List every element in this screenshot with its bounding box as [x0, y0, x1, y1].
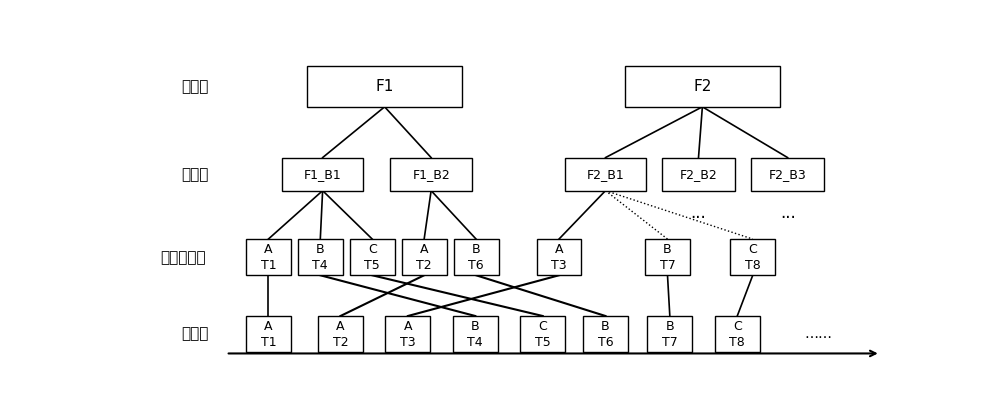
Bar	[625, 66, 780, 107]
Text: B
T7: B T7	[662, 319, 678, 348]
Bar	[751, 158, 824, 190]
Bar	[282, 158, 363, 190]
Text: F2: F2	[693, 79, 712, 94]
Bar	[645, 239, 690, 275]
Text: 行为层: 行为层	[181, 167, 208, 182]
Bar	[715, 316, 760, 352]
Text: 功能层: 功能层	[181, 79, 208, 94]
Text: B
T6: B T6	[598, 319, 613, 348]
Bar	[298, 239, 343, 275]
Bar	[246, 316, 291, 352]
Text: F2_B2: F2_B2	[680, 168, 717, 181]
Bar	[520, 316, 565, 352]
Bar	[318, 316, 363, 352]
Text: F1_B1: F1_B1	[304, 168, 342, 181]
Text: A
T1: A T1	[261, 243, 276, 272]
Text: B
T4: B T4	[467, 319, 483, 348]
Bar	[453, 316, 498, 352]
Text: 执行层: 执行层	[181, 326, 208, 341]
Bar	[402, 239, 447, 275]
Text: ···: ···	[691, 209, 706, 227]
Bar	[246, 239, 291, 275]
Bar	[647, 316, 692, 352]
Text: C
T5: C T5	[364, 243, 380, 272]
Bar	[307, 66, 462, 107]
Text: F2_B3: F2_B3	[769, 168, 806, 181]
Text: ···: ···	[780, 209, 796, 227]
Text: C
T8: C T8	[729, 319, 745, 348]
Bar	[350, 239, 395, 275]
Text: B
T7: B T7	[660, 243, 675, 272]
Bar	[537, 239, 581, 275]
Bar	[662, 158, 735, 190]
Text: C
T8: C T8	[745, 243, 761, 272]
Text: C
T5: C T5	[535, 319, 551, 348]
Text: A
T2: A T2	[416, 243, 432, 272]
Bar	[730, 239, 775, 275]
Text: A
T1: A T1	[261, 319, 276, 348]
Text: A
T3: A T3	[551, 243, 567, 272]
Text: 元素指令池: 元素指令池	[160, 250, 206, 265]
Text: A
T3: A T3	[400, 319, 416, 348]
Text: F2_B1: F2_B1	[587, 168, 624, 181]
Bar	[390, 158, 472, 190]
Bar	[385, 316, 430, 352]
Text: B
T4: B T4	[312, 243, 328, 272]
Text: ……: ……	[805, 327, 833, 341]
Bar	[454, 239, 499, 275]
Text: A
T2: A T2	[333, 319, 348, 348]
Text: B
T6: B T6	[468, 243, 484, 272]
Text: F1: F1	[375, 79, 394, 94]
Bar	[583, 316, 628, 352]
Bar	[565, 158, 646, 190]
Text: F1_B2: F1_B2	[412, 168, 450, 181]
